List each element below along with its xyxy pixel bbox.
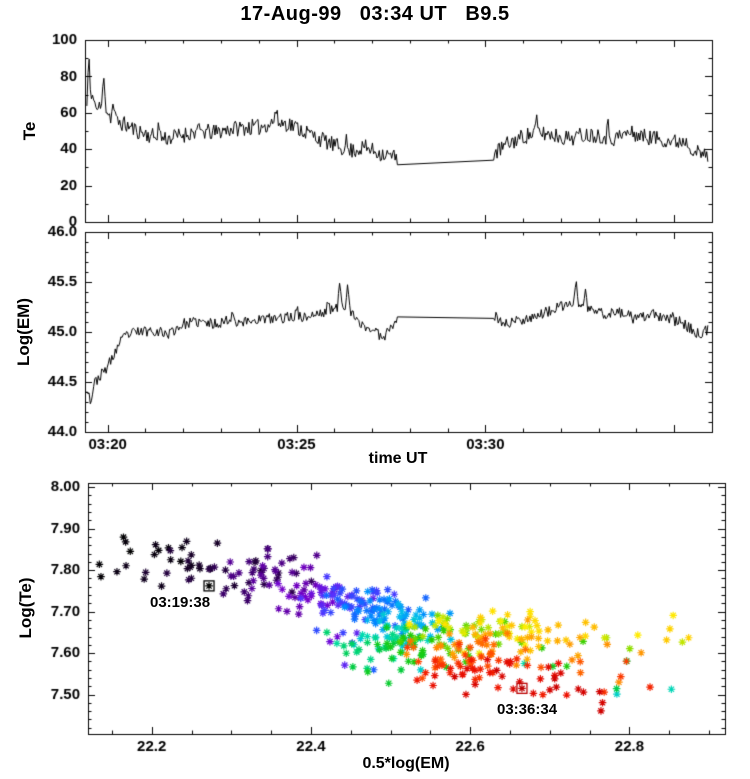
halflogem-x-axis-label: 0.5*log(EM) [362, 755, 450, 772]
logem-y-axis-label: Log(EM) [14, 298, 33, 366]
page-title: 17-Aug-99 03:34 UT B9.5 [240, 3, 510, 25]
end-time-annotation: 03:36:34 [497, 701, 558, 718]
logte-y-axis-label: Log(Te) [16, 577, 35, 639]
te-y-axis-label: Te [20, 121, 39, 141]
time-ut-x-axis-label: time UT [368, 450, 428, 467]
start-time-annotation: 03:19:38 [150, 594, 211, 611]
